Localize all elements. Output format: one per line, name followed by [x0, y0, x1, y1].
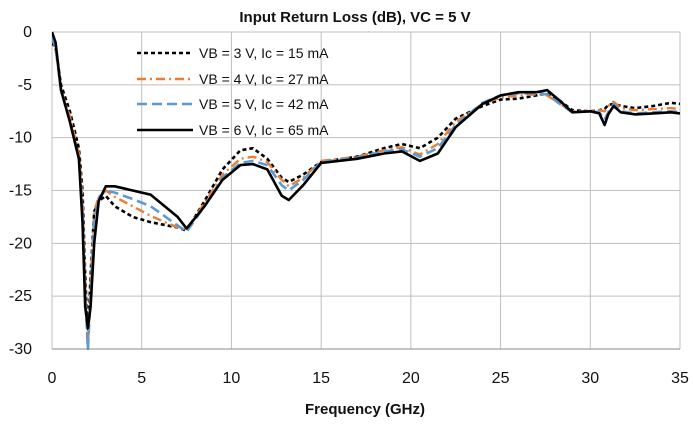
y-tick-label: -30 [9, 341, 32, 358]
x-tick-label: 30 [581, 370, 599, 387]
y-tick-label: -20 [9, 235, 32, 252]
y-tick-label: -5 [18, 77, 32, 94]
y-tick-label: 0 [23, 24, 32, 41]
x-tick-label: 20 [402, 370, 420, 387]
y-tick-label: -15 [9, 183, 32, 200]
legend: VB = 3 V, Ic = 15 mA VB = 4 V, Ic = 27 mA… [137, 45, 329, 138]
legend-label: VB = 4 V, Ic = 27 mA [199, 71, 329, 87]
series-line [52, 36, 680, 351]
x-tick-label: 35 [671, 370, 689, 387]
x-axis-label: Frequency (GHz) [305, 401, 425, 418]
series-line [52, 31, 680, 330]
x-tick-label: 25 [492, 370, 510, 387]
y-axis-ticks: 0 -5 -10 -15 -20 -25 -30 [9, 24, 32, 358]
grid [51, 31, 681, 350]
x-tick-label: 0 [48, 370, 57, 387]
chart-title: Input Return Loss (dB), VC = 5 V [239, 9, 470, 26]
legend-label: VB = 5 V, Ic = 42 mA [199, 96, 329, 112]
y-tick-label: -10 [9, 130, 32, 147]
x-axis-ticks: 0 5 10 15 20 25 30 35 [48, 370, 689, 387]
legend-label: VB = 6 V, Ic = 65 mA [199, 122, 329, 138]
legend-label: VB = 3 V, Ic = 15 mA [199, 45, 329, 61]
x-tick-label: 15 [312, 370, 330, 387]
x-tick-label: 5 [137, 370, 146, 387]
y-tick-label: -25 [9, 288, 32, 305]
x-tick-label: 10 [223, 370, 241, 387]
series-lines [52, 31, 680, 351]
